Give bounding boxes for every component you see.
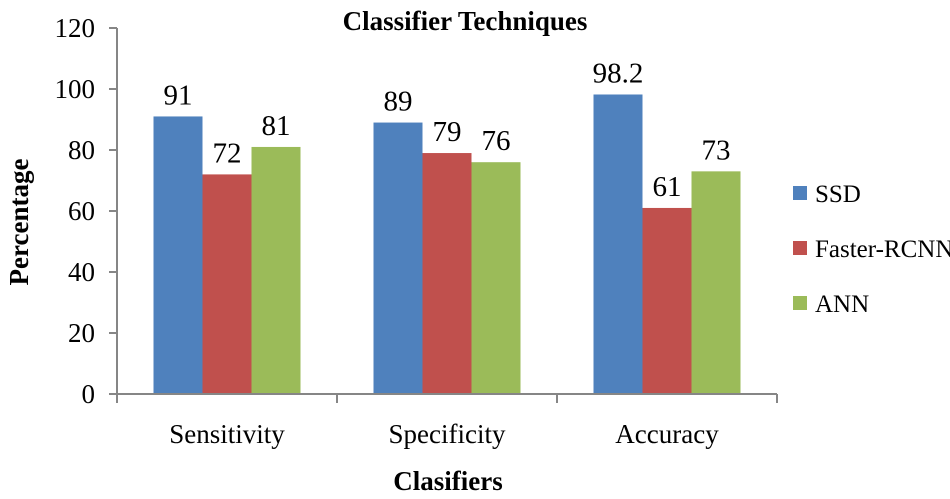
bar-ssd-accuracy xyxy=(593,94,643,395)
bar-faster-rcnn-accuracy xyxy=(642,207,692,394)
y-tick-label: 60 xyxy=(68,196,95,226)
data-label: 61 xyxy=(653,171,682,203)
y-tick-label: 80 xyxy=(68,135,95,165)
plot-area: 0 20 40 60 80 100 120 91 89 98.2 72 79 61 81 76 73 Sensi… xyxy=(55,13,778,449)
data-label: 72 xyxy=(213,137,242,169)
legend-label: SSD xyxy=(815,181,861,208)
y-tick-label: 40 xyxy=(68,257,95,287)
bar-ann-accuracy xyxy=(691,171,741,394)
chart-title: Classifier Techniques xyxy=(343,6,588,36)
data-label: 79 xyxy=(433,116,462,148)
data-label: 89 xyxy=(384,86,413,118)
bar-ann-specificity xyxy=(471,162,521,394)
data-label: 91 xyxy=(164,79,193,111)
x-axis-title: Clasifiers xyxy=(393,466,502,496)
bar-faster-rcnn-specificity xyxy=(422,153,472,394)
bar-ssd-sensitivity xyxy=(153,116,203,394)
bar-ann-sensitivity xyxy=(251,146,301,394)
data-label: 81 xyxy=(262,110,291,142)
x-category-label: Sensitivity xyxy=(169,419,285,449)
legend-swatch-faster-rcnn xyxy=(793,241,807,255)
data-label: 73 xyxy=(702,134,731,166)
legend-swatch-ann xyxy=(793,296,807,310)
legend-label: ANN xyxy=(815,291,869,318)
y-tick-label: 20 xyxy=(68,318,95,348)
y-axis-title: Percentage xyxy=(4,159,34,286)
y-tick-label: 0 xyxy=(82,379,96,409)
legend: SSD Faster-RCNN ANN xyxy=(793,181,950,318)
legend-label: Faster-RCNN xyxy=(815,236,950,263)
legend-swatch-ssd xyxy=(793,186,807,200)
data-label: 98.2 xyxy=(593,57,644,89)
x-category-label: Accuracy xyxy=(615,419,719,449)
y-tick-label: 100 xyxy=(55,74,96,104)
bar-ssd-specificity xyxy=(373,122,423,395)
x-category-label: Specificity xyxy=(389,419,506,449)
y-tick-label: 120 xyxy=(55,13,96,43)
bar-faster-rcnn-sensitivity xyxy=(202,174,252,394)
data-label: 76 xyxy=(482,125,511,157)
